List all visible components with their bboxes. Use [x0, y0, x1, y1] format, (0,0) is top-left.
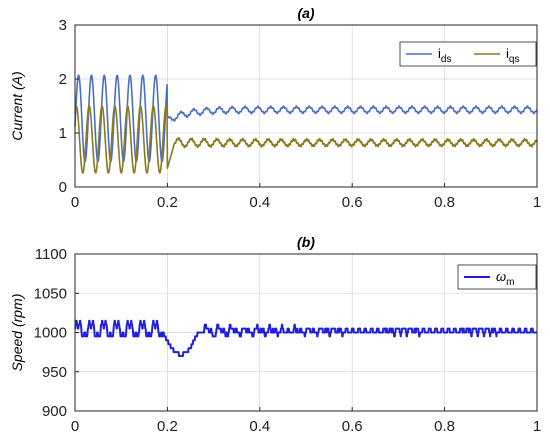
series-line-i-ds — [74, 74, 538, 163]
y-tick-label: 950 — [42, 364, 67, 381]
legend-label-main: ω — [496, 269, 506, 284]
x-tick-label: 0 — [71, 418, 79, 435]
axes-frame — [74, 24, 538, 188]
x-tick-label: 0 — [71, 194, 79, 211]
legend-label: iqs — [506, 46, 519, 65]
legend-label: ids — [438, 46, 451, 65]
y-tick-label: 1100 — [35, 246, 67, 263]
legend-label-subscript: m — [506, 277, 514, 288]
y-tick-label: 3 — [59, 17, 67, 34]
y-tick-label: 1000 — [34, 325, 67, 342]
legend-label-main: i — [438, 46, 441, 61]
x-tick-label: 0.6 — [342, 418, 363, 435]
x-tick-label: 0.4 — [249, 194, 270, 211]
x-tick-label: 0.2 — [157, 418, 178, 435]
x-tick-label: 1 — [533, 194, 541, 211]
x-tick-label: 0.2 — [157, 194, 178, 211]
chart-title: (b) — [297, 234, 315, 250]
legend-label-subscript: ds — [441, 54, 452, 65]
series-line-ω-m — [74, 319, 538, 358]
x-tick-label: 0.8 — [434, 194, 455, 211]
chart-title: (a) — [297, 5, 314, 21]
x-tick-label: 1 — [533, 418, 541, 435]
x-tick-label: 0.4 — [249, 418, 270, 435]
y-tick-label: 1 — [59, 125, 67, 142]
legend-label-main: i — [506, 46, 509, 61]
y-tick-label: 0 — [59, 179, 67, 196]
y-axis-label: Speed (rpm) — [9, 294, 25, 372]
y-axis-label: Current (A) — [9, 71, 25, 140]
legend-label-subscript: qs — [509, 54, 520, 65]
y-tick-label: 900 — [42, 403, 67, 420]
legend-label: ωm — [496, 269, 514, 288]
panel-b: 900 950 1000 1050 1100 0 0.2 0.4 0.6 0.8 1 (b) Speed… — [9, 234, 541, 435]
y-tick-label: 1050 — [34, 285, 67, 302]
x-tick-label: 0.8 — [434, 418, 455, 435]
x-tick-label: 0.6 — [342, 194, 363, 211]
y-tick-label: 2 — [59, 71, 67, 88]
series-line-i-qs — [74, 105, 538, 174]
